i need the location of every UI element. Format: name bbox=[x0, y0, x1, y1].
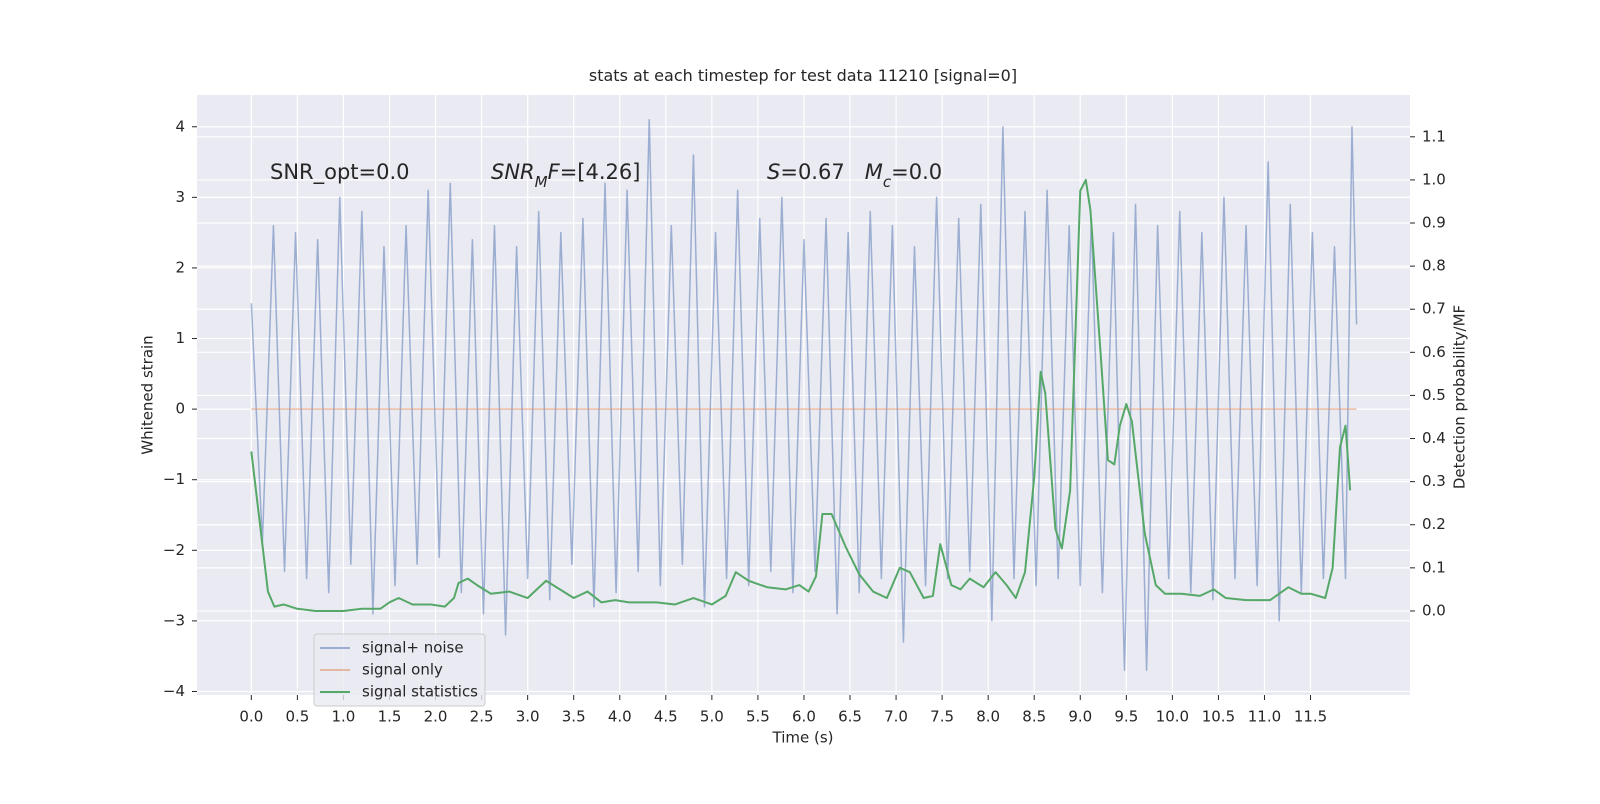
annotation-part: F bbox=[548, 160, 561, 184]
annotation-part: S bbox=[767, 160, 780, 184]
y2-tick-label: 0.9 bbox=[1422, 214, 1446, 232]
x-tick-label: 6.0 bbox=[792, 708, 816, 726]
annotation-part: =[4.26] bbox=[560, 160, 641, 184]
x-tick-label: 10.0 bbox=[1156, 708, 1189, 726]
x-tick-label: 8.5 bbox=[1022, 708, 1046, 726]
y2-tick-label: 0.7 bbox=[1422, 300, 1446, 318]
y2-tick-label: 0.6 bbox=[1422, 343, 1446, 361]
y2-tick-label: 0.8 bbox=[1422, 257, 1446, 275]
legend-label: signal statistics bbox=[362, 683, 478, 701]
x-tick-label: 1.0 bbox=[332, 708, 356, 726]
y-tick-label: 4 bbox=[175, 117, 185, 135]
legend-box bbox=[313, 633, 486, 707]
series-line bbox=[250, 118, 1358, 672]
y2-tick-label: 1.1 bbox=[1422, 127, 1446, 145]
series-line bbox=[250, 178, 1352, 612]
x-tick-label: 5.0 bbox=[700, 708, 724, 726]
y2-axis-label: Detection probability/MF bbox=[1451, 305, 1469, 489]
y2-tick-label: 0.0 bbox=[1422, 601, 1446, 619]
y2-tick-label: 1.0 bbox=[1422, 170, 1446, 188]
annotation-part: =0.67 bbox=[780, 160, 864, 184]
y-tick-label: 1 bbox=[175, 329, 185, 347]
x-tick-label: 2.5 bbox=[470, 708, 494, 726]
y2-tick-label: 0.4 bbox=[1422, 429, 1446, 447]
annotation: SNRMF=[4.26] bbox=[491, 160, 640, 191]
marks bbox=[250, 118, 1358, 672]
y-tick-label: −2 bbox=[163, 541, 185, 559]
annotation-part: M bbox=[865, 160, 883, 184]
x-tick-label: 4.0 bbox=[608, 708, 632, 726]
legend: signal+ noise signal only signal statistic… bbox=[313, 633, 486, 707]
y-tick-label: 3 bbox=[175, 188, 185, 206]
y-tick-label: −1 bbox=[163, 470, 185, 488]
y-tick-label: −3 bbox=[163, 611, 185, 629]
y-tick-label: 0 bbox=[175, 400, 185, 418]
x-tick-label: 3.5 bbox=[562, 708, 586, 726]
annotations: SNR_opt=0.0 SNRMF=[4.26] S=0.67 Mc=0.0 bbox=[270, 160, 942, 191]
x-tick-label: 7.0 bbox=[884, 708, 908, 726]
y2-tick-label: 0.2 bbox=[1422, 515, 1446, 533]
annotation-part: SNR bbox=[491, 160, 535, 184]
x-tick-label: 0.0 bbox=[239, 708, 263, 726]
legend-label: signal only bbox=[362, 661, 443, 679]
y-axis-label: Whitened strain bbox=[139, 335, 157, 454]
x-tick-label: 0.5 bbox=[285, 708, 309, 726]
y-tick-label: 2 bbox=[175, 258, 185, 276]
y2-tick-label: 0.5 bbox=[1422, 386, 1446, 404]
x-tick-label: 5.5 bbox=[746, 708, 770, 726]
x-tick-label: 4.5 bbox=[654, 708, 678, 726]
annotation-part: M bbox=[535, 173, 548, 191]
x-tick-label: 2.0 bbox=[424, 708, 448, 726]
x-tick-label: 9.5 bbox=[1114, 708, 1138, 726]
x-axis-label: Time (s) bbox=[772, 729, 834, 747]
chart-title: stats at each timestep for test data 112… bbox=[589, 66, 1017, 85]
annotation-part: c bbox=[883, 173, 892, 191]
annotation-part: SNR_opt=0.0 bbox=[270, 160, 410, 185]
annotation-part: =0.0 bbox=[891, 160, 942, 184]
x-tick-label: 3.0 bbox=[516, 708, 540, 726]
x-tick-label: 9.0 bbox=[1068, 708, 1092, 726]
x-tick-label: 11.5 bbox=[1294, 708, 1327, 726]
x-tick-label: 7.5 bbox=[930, 708, 954, 726]
x-tick-label: 6.5 bbox=[838, 708, 862, 726]
annotation: S=0.67 Mc=0.0 bbox=[767, 160, 942, 191]
legend-label: signal+ noise bbox=[362, 639, 464, 657]
annotation: SNR_opt=0.0 bbox=[270, 160, 410, 185]
y2-tick-label: 0.3 bbox=[1422, 472, 1446, 490]
x-tick-label: 1.5 bbox=[378, 708, 402, 726]
x-tick-label: 10.5 bbox=[1202, 708, 1235, 726]
y2-tick-label: 0.1 bbox=[1422, 558, 1446, 576]
ticks: 0.0 0.5 1.0 1.5 2.0 2.5 3.0 3.5 4.0 4.5 5.0 5.5 6.0 6… bbox=[163, 117, 1446, 725]
y-tick-label: −4 bbox=[163, 682, 185, 700]
x-tick-label: 8.0 bbox=[976, 708, 1000, 726]
x-tick-label: 11.0 bbox=[1248, 708, 1281, 726]
